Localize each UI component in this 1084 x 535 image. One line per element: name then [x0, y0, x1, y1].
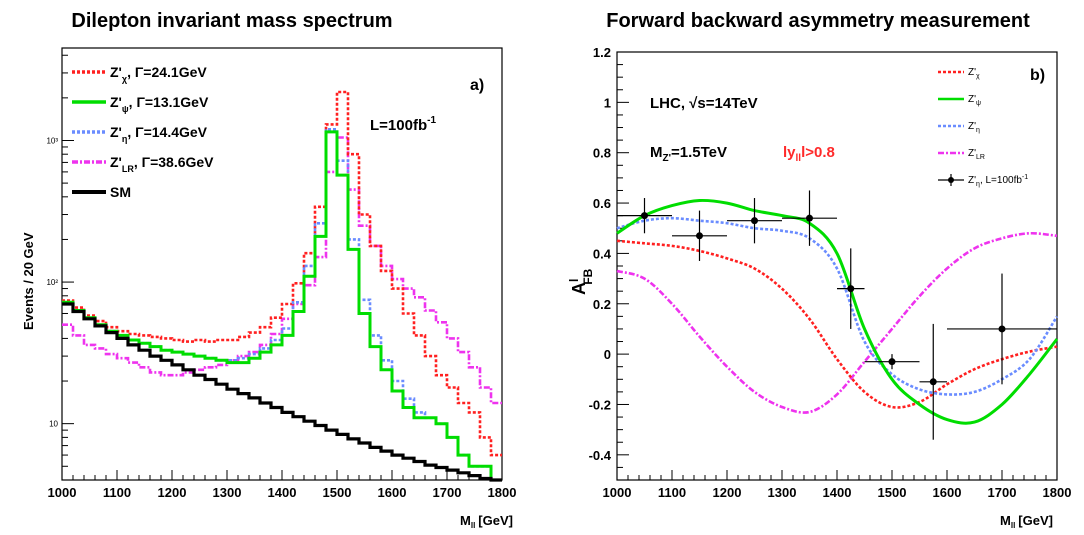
chart-b-x-tick-label: 1800: [1043, 485, 1072, 500]
chart-b-y-tick-label: 0: [604, 347, 611, 362]
chart-b-x-axis: 1000 1100 1200 1300 1400 1500 1600 1700 1800: [603, 470, 1072, 500]
chart-a-x-label: Mll [GeV]: [460, 513, 513, 530]
chart-a-x-tick-label: 1300: [213, 485, 242, 500]
chart-b-y-label: AlFB: [567, 268, 595, 295]
chart-b-y-tick-label: -0.2: [589, 397, 611, 412]
chart-a-panel-label: a): [470, 77, 484, 94]
chart-a-x-axis: 1000 1100 1200 1300 1400 1500 1600 1700 1800: [48, 470, 517, 500]
chart-b-data-point: [919, 323, 947, 440]
chart-a-lumi-label: L=100fb-1: [370, 115, 436, 134]
chart-b-data-point: [727, 198, 782, 244]
chart-a-x-tick-label: 1100: [103, 485, 131, 500]
chart-a-series-lr: [62, 136, 502, 405]
chart-b-legend-swatch-data-marker: [948, 177, 954, 183]
chart-a-x-tick-label: 1600: [378, 485, 407, 500]
chart-b-marker: [847, 285, 855, 293]
chart-a-series-psi: [62, 130, 502, 482]
chart-b-data-point: [864, 354, 920, 370]
chart-b-data-point: [837, 248, 865, 329]
chart-b-y-axis: -0.4 -0.2 0 0.2 0.4 0.6 0.8 1 1.2: [589, 45, 629, 468]
chart-b-data-point: [617, 198, 672, 234]
chart-b-series-psi: [616, 198, 1059, 425]
chart-a-x-tick-label: 1800: [488, 485, 517, 500]
chart-b-series-lr: [616, 231, 1058, 414]
chart-b-cut-label: lylll>0.8: [783, 144, 835, 164]
chart-b-plot-area: [616, 190, 1059, 440]
chart-b-marker: [641, 212, 648, 220]
chart-a-title: Dilepton invariant mass spectrum: [71, 10, 392, 32]
chart-a-x-tick-label: 1400: [268, 485, 297, 500]
chart-a-legend-label-lr: Z'LR, Γ=38.6GeV: [110, 154, 214, 174]
chart-a-legend-label-chi: Z'χ, Γ=24.1GeV: [110, 64, 207, 84]
chart-b-legend-label-lr: Z'LR: [968, 148, 985, 161]
chart-b-y-tick-label: -0.4: [589, 448, 612, 463]
chart-b-mass-label: MZ'=1.5TeV: [650, 144, 727, 164]
chart-a-series-chi: [62, 90, 502, 457]
chart-a-x-tick-label: 1500: [323, 485, 352, 500]
chart-a-series-sm: [62, 302, 502, 482]
chart-a-plot-area: [62, 90, 502, 482]
chart-b-x-tick-label: 1100: [658, 485, 686, 500]
chart-b-legend-label-psi: Z'ψ: [968, 94, 981, 107]
chart-b-frame: [616, 51, 1058, 481]
chart-b-y-tick-label: 0.8: [593, 146, 611, 161]
chart-b-y-tick-label: 0.4: [593, 246, 612, 261]
chart-b-data-point: [782, 190, 837, 246]
chart-b-data-point: [947, 273, 1057, 385]
chart-a-x-tick-label: 1200: [158, 485, 187, 500]
chart-a: Dilepton invariant mass spectrum 1000 110…: [21, 10, 516, 530]
chart-b-legend-label-eta: Z'η: [968, 121, 980, 134]
chart-b-y-tick-label: 1: [604, 95, 611, 110]
chart-b-marker: [888, 358, 896, 366]
chart-b-legend: Z'χ Z'ψ Z'η Z'LR Z'η, L=100fb-1: [938, 67, 1028, 188]
chart-b-data-point: [672, 210, 727, 261]
chart-b-legend-label-chi: Z'χ: [968, 67, 980, 80]
chart-b-x-tick-label: 1200: [713, 485, 742, 500]
chart-a-y-tick-label: 10²: [46, 278, 58, 287]
chart-a-x-tick-label: 1700: [433, 485, 462, 500]
chart-b-x-tick-label: 1300: [768, 485, 797, 500]
chart-b-series-chi: [616, 239, 1058, 409]
chart-b-x-label: Mll [GeV]: [1000, 513, 1053, 530]
chart-a-legend-label-sm: SM: [110, 184, 131, 200]
chart-b-marker: [751, 217, 758, 225]
chart-b-x-tick-label: 1600: [933, 485, 962, 500]
chart-b-x-tick-label: 1400: [823, 485, 852, 500]
chart-a-x-tick-label: 1000: [48, 485, 77, 500]
chart-a-legend-label-eta: Z'η, Γ=14.4GeV: [110, 124, 208, 144]
chart-b-legend-label-data: Z'η, L=100fb-1: [968, 174, 1028, 188]
chart-b-x-tick-label: 1500: [878, 485, 907, 500]
chart-b-x-tick-label: 1000: [603, 485, 632, 500]
chart-a-legend: Z'χ, Γ=24.1GeV Z'ψ, Γ=13.1GeV Z'η, Γ=14.4G…: [72, 64, 214, 200]
chart-b-y-tick-label: 1.2: [593, 45, 611, 60]
chart-b-title: Forward backward asymmetry measurement: [606, 10, 1030, 32]
chart-b-marker: [806, 214, 813, 222]
chart-a-y-tick-label: 10³: [46, 136, 58, 145]
chart-b-y-tick-label: 0.2: [593, 297, 611, 312]
chart-b-series-eta: [616, 216, 1059, 396]
chart-b-marker: [998, 325, 1006, 333]
chart-b-marker: [696, 232, 703, 240]
chart-a-y-label: Events / 20 GeV: [21, 232, 36, 330]
chart-b-panel-label: b): [1030, 67, 1045, 84]
chart-a-legend-label-psi: Z'ψ, Γ=13.1GeV: [110, 94, 209, 114]
chart-b-marker: [929, 378, 937, 386]
chart-a-y-tick-label: 10: [49, 420, 58, 429]
chart-a-y-axis: 10 10² 10³: [46, 54, 74, 467]
chart-b: Forward backward asymmetry measurement 1…: [567, 10, 1071, 530]
chart-b-lhc-label: LHC, √s=14TeV: [650, 95, 758, 112]
chart-b-y-tick-label: 0.6: [593, 196, 611, 211]
chart-b-x-tick-label: 1700: [988, 485, 1017, 500]
